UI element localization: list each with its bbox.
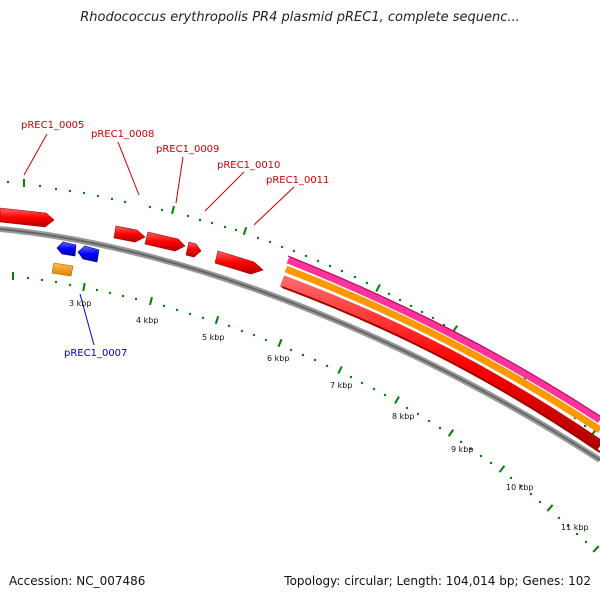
tick-label-3kbp: 3 kbp: [69, 299, 91, 308]
accession-text: Accession: NC_007486: [9, 574, 146, 588]
gene-arrow-reverse-b[interactable]: [77, 245, 100, 263]
tick-label-8kbp: 8 kbp: [392, 412, 414, 421]
tick-label-10kbp: 10 kbp: [506, 483, 534, 492]
tick-label-9kbp: 9 kbp: [451, 445, 473, 454]
tick-label-4kbp: 4 kbp: [136, 316, 158, 325]
gene-arrow-pREC1-0005[interactable]: [0, 207, 55, 228]
label-pREC1-0010: pREC1_0010: [217, 160, 280, 171]
inner-tick-track: [12, 272, 600, 553]
label-pREC1-0007: pREC1_0007: [64, 348, 127, 359]
orange-feature-pREC1-0007[interactable]: [51, 262, 74, 277]
label-leaders: [23, 133, 295, 346]
gene-arrow-pREC1-0009[interactable]: [144, 231, 186, 252]
gene-arrow-reverse-a[interactable]: [56, 241, 77, 257]
pink-feature-band-outline: [287, 255, 600, 417]
tick-label-6kbp: 6 kbp: [267, 354, 289, 363]
pink-feature-band[interactable]: [286, 256, 600, 423]
gene-arrow-pREC1-0008[interactable]: [113, 225, 146, 243]
tick-label-11kbp: 11 kbp: [561, 523, 589, 532]
gene-arrow-pREC1-0011[interactable]: [214, 250, 264, 275]
summary-text: Topology: circular; Length: 104,014 bp; …: [284, 574, 591, 588]
label-pREC1-0005: pREC1_0005: [21, 120, 84, 131]
tick-label-5kbp: 5 kbp: [202, 333, 224, 342]
gene-arrow-pREC1-0010[interactable]: [185, 241, 202, 258]
orange-feature-band[interactable]: [284, 265, 600, 433]
label-pREC1-0008: pREC1_0008: [91, 129, 154, 140]
tick-label-7kbp: 7 kbp: [330, 381, 352, 390]
label-pREC1-0009: pREC1_0009: [156, 144, 219, 155]
backbone-circle-inner: [0, 228, 600, 461]
red-gene-band[interactable]: [279, 275, 600, 451]
page-title: Rhodococcus erythropolis PR4 plasmid pRE…: [80, 10, 520, 25]
red-gene-band-edge: [281, 286, 600, 453]
label-pREC1-0011: pREC1_0011: [266, 175, 329, 186]
